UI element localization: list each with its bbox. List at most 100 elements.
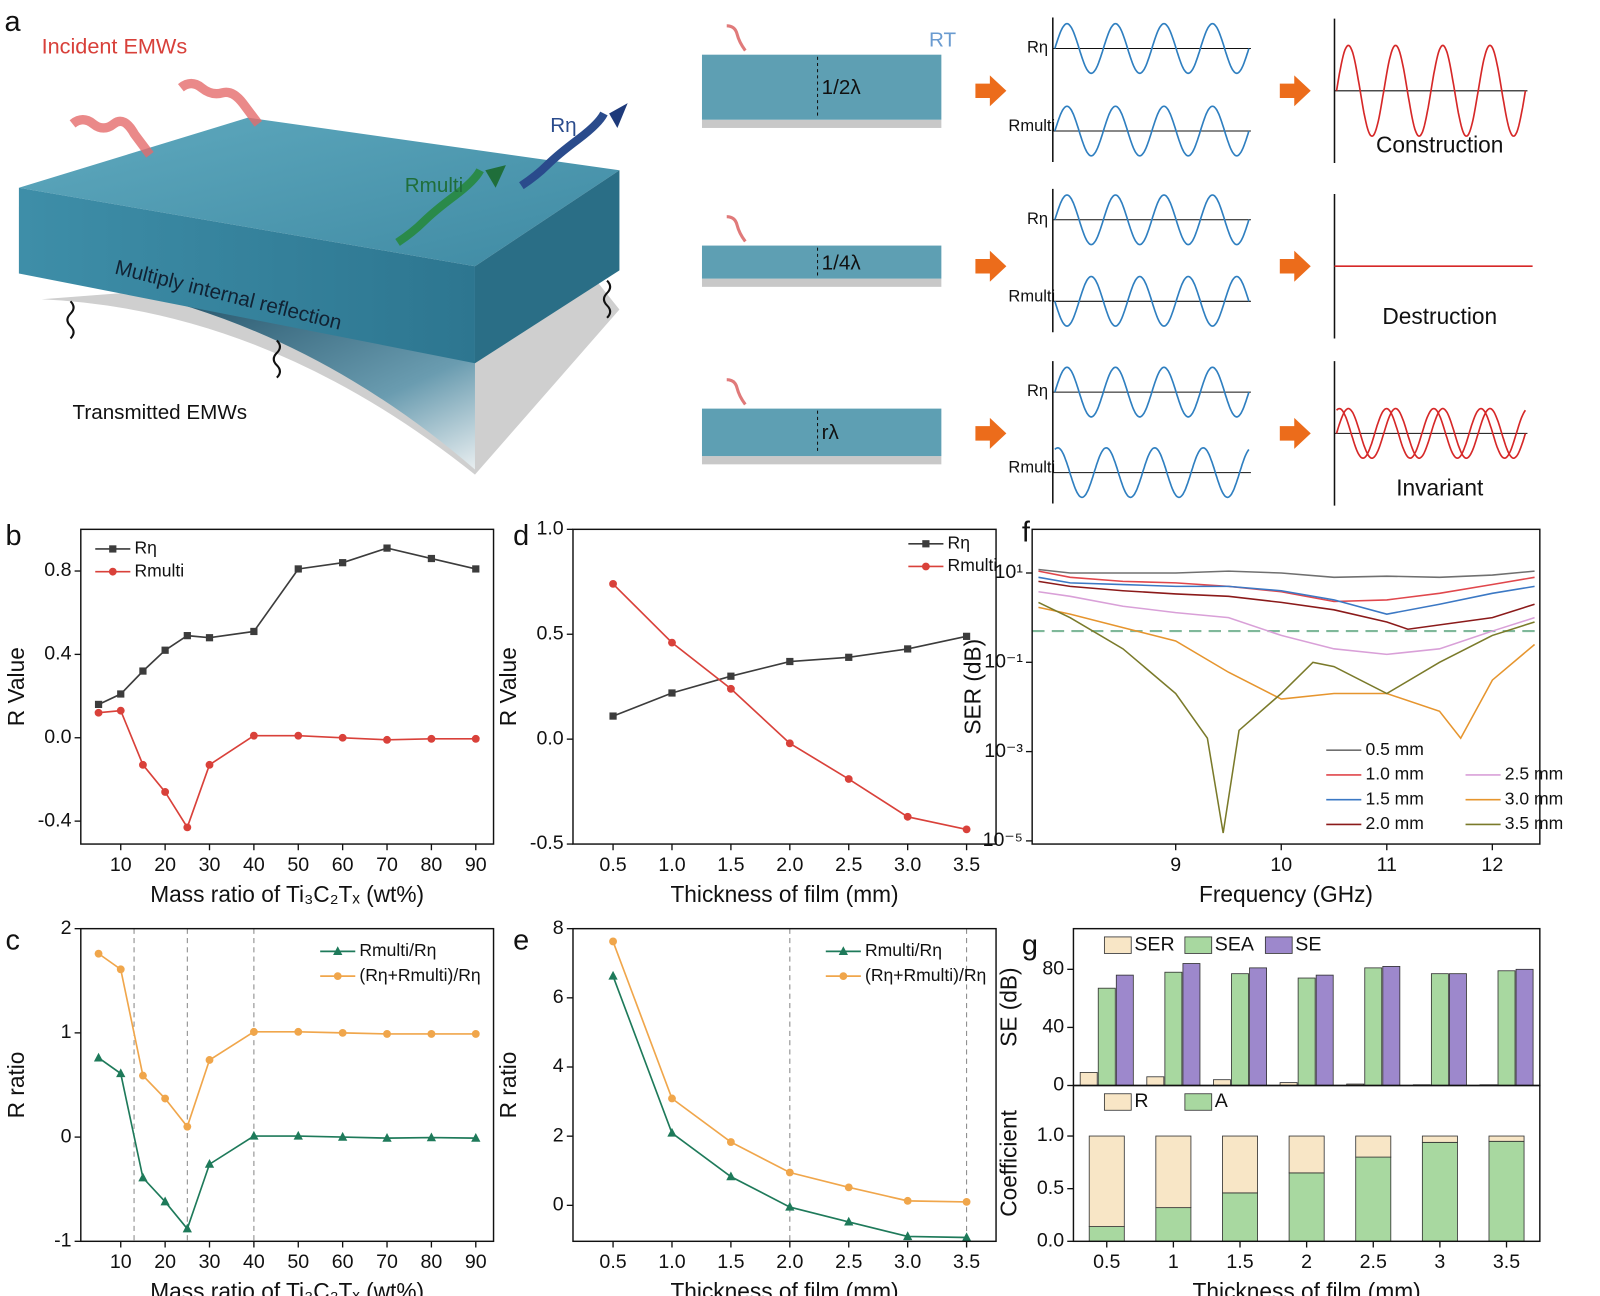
bar-segment	[1421, 1141, 1458, 1242]
legend-marker	[333, 946, 343, 955]
result-label: Invariant	[1396, 474, 1484, 500]
series-line	[98, 709, 476, 830]
slab-side	[474, 170, 620, 364]
legend-marker	[333, 972, 342, 981]
x-tick-label: 20	[154, 1251, 176, 1273]
y-tick-label: 0.4	[44, 643, 71, 665]
marker	[294, 565, 302, 573]
marker	[903, 1231, 913, 1241]
x-tick-label: 2.0	[776, 1251, 803, 1273]
bar	[1382, 966, 1401, 1086]
panel-label: c	[5, 924, 19, 956]
x-tick-label: 60	[332, 1251, 354, 1273]
marker	[608, 970, 618, 980]
plot-frame	[80, 927, 495, 1243]
y-axis-label: R ratio	[495, 1052, 521, 1119]
marker	[339, 559, 347, 567]
legend-label: SE	[1295, 933, 1321, 955]
marker	[161, 646, 169, 654]
x-tick-label: 10	[1270, 854, 1292, 876]
marker	[844, 1216, 854, 1226]
legend-marker	[108, 567, 117, 576]
x-tick-label: 3.5	[953, 1251, 980, 1273]
x-axis-label: Thickness of film (mm)	[670, 881, 898, 907]
wave-bottom	[1054, 105, 1250, 157]
x-tick-label: 2.5	[835, 854, 862, 876]
marker	[904, 645, 912, 653]
bar-segment	[1088, 1226, 1125, 1242]
result-wave	[1335, 407, 1527, 459]
panel-label: f	[1022, 517, 1031, 549]
thickness-label: 1/2λ	[822, 76, 862, 99]
bar	[1315, 974, 1334, 1086]
bar	[1115, 974, 1134, 1086]
legend-label: SEA	[1215, 933, 1255, 955]
legend-swatch	[1184, 1093, 1213, 1111]
orange-arrow	[975, 75, 1007, 107]
marker	[160, 1196, 170, 1206]
marker	[338, 1028, 347, 1037]
marker	[668, 689, 676, 697]
marker	[845, 653, 853, 661]
legend-label: A	[1215, 1090, 1229, 1112]
y-tick-label: 80	[1042, 957, 1064, 979]
bar	[1497, 970, 1516, 1086]
marker	[205, 634, 214, 642]
orange-arrow	[1279, 417, 1311, 449]
x-tick-label: 0.5	[1093, 1251, 1120, 1273]
legend-swatch	[1103, 1093, 1132, 1111]
marker	[94, 708, 103, 717]
marker	[609, 937, 617, 946]
series-line	[612, 583, 967, 831]
wave-bottom	[1054, 446, 1250, 499]
marker	[205, 1056, 214, 1064]
x-tick-label: 3.0	[894, 854, 921, 876]
result-wave	[1335, 407, 1527, 459]
marker	[426, 1132, 437, 1142]
y-axis-label: R Value	[495, 647, 521, 726]
marker	[609, 579, 617, 588]
x-tick-label: 3.5	[953, 854, 980, 876]
marker	[204, 1159, 215, 1168]
y-tick-label: 2	[553, 1124, 564, 1146]
marker	[249, 1130, 259, 1140]
bar	[1430, 973, 1449, 1086]
schematic: a Incident EMWs Rη Rmulti Multiply inter…	[4, 6, 628, 475]
series-line	[612, 635, 967, 717]
bar-segment	[1222, 1192, 1258, 1242]
legend-label: 1.0 mm	[1365, 764, 1423, 784]
legend-marker	[109, 545, 117, 553]
x-tick-label: 0.5	[599, 854, 626, 876]
bar	[1146, 1076, 1165, 1086]
series-line	[1038, 606, 1536, 740]
orange-arrow	[1279, 75, 1311, 107]
bent-sheet	[62, 278, 475, 470]
legend-swatch	[1184, 936, 1213, 954]
x-tick-label: 80	[421, 854, 443, 876]
legend-label: 3.0 mm	[1505, 788, 1563, 808]
panel-label: a	[4, 6, 21, 38]
bar-segment	[1488, 1140, 1525, 1242]
legend-label: Rmulti	[134, 560, 184, 580]
legend-label: 0.5 mm	[1365, 739, 1423, 759]
x-tick-label: 80	[421, 1251, 443, 1273]
series-line	[1038, 590, 1535, 656]
x-tick-label: 50	[287, 1251, 309, 1273]
y-tick-label: -0.4	[38, 809, 72, 831]
marker	[961, 1232, 972, 1242]
marker	[903, 1196, 912, 1205]
series-line	[1038, 568, 1535, 579]
legend-label: (Rη+Rmulti)/Rη	[865, 965, 986, 985]
legend-swatch	[1103, 936, 1132, 954]
x-tick-label: 2.5	[1360, 1251, 1387, 1273]
y-tick-label: 0.0	[1037, 1229, 1064, 1251]
bar-segment	[1088, 1135, 1125, 1227]
marker	[205, 760, 214, 769]
bar-segment	[1155, 1135, 1192, 1209]
x-tick-label: 2.0	[776, 854, 803, 876]
bar-segment	[1355, 1156, 1392, 1242]
x-tick-label: 60	[332, 854, 354, 876]
y-tick-label: 40	[1042, 1016, 1064, 1038]
y-tick-label: 2	[61, 917, 72, 939]
